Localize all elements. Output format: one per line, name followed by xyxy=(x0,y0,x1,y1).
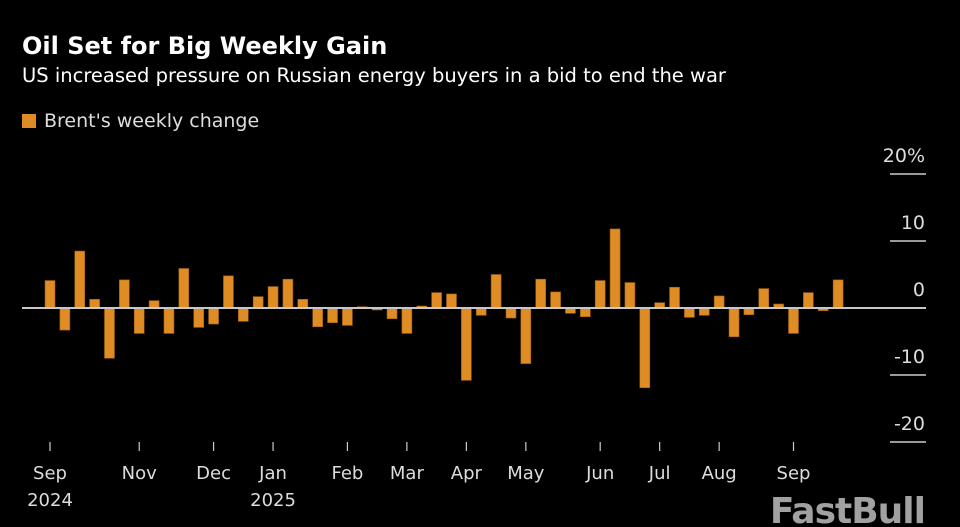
x-tick-label: Apr xyxy=(451,463,483,484)
x-tick-label: Mar xyxy=(390,463,425,484)
bar xyxy=(624,282,636,309)
bar xyxy=(342,307,353,326)
bar xyxy=(535,278,547,309)
y-tick-label: 0 xyxy=(913,279,925,301)
bar xyxy=(684,307,695,318)
bar xyxy=(327,307,338,324)
y-tick-label: 10 xyxy=(901,212,925,234)
x-tick-year-label: 2025 xyxy=(250,490,296,511)
chart-subtitle: US increased pressure on Russian energy … xyxy=(22,64,726,87)
bar xyxy=(803,292,814,309)
bar xyxy=(461,307,472,381)
x-tick-label: Dec xyxy=(196,463,231,484)
bar xyxy=(59,307,71,331)
bar xyxy=(163,307,175,334)
bar xyxy=(223,275,234,309)
bar xyxy=(282,278,294,309)
bar xyxy=(386,307,398,320)
x-tick-year-label: 2024 xyxy=(27,490,73,511)
x-tick-label: Jan xyxy=(258,463,287,484)
x-tick-label: Jun xyxy=(585,463,614,484)
bar xyxy=(238,307,249,322)
bar xyxy=(594,280,606,309)
y-tick-label: -10 xyxy=(894,346,925,368)
bar xyxy=(89,298,100,309)
bar xyxy=(312,307,323,328)
bar xyxy=(148,300,160,309)
x-tick-label: Nov xyxy=(122,463,157,484)
bar xyxy=(44,280,56,309)
bar xyxy=(446,293,457,309)
legend: Brent's weekly change xyxy=(22,110,259,132)
bar xyxy=(788,307,799,334)
bar xyxy=(133,307,145,334)
bar xyxy=(639,307,651,389)
bar xyxy=(669,286,680,309)
x-tick-label: May xyxy=(507,463,545,484)
legend-swatch xyxy=(22,114,36,128)
bar xyxy=(832,279,844,309)
bar xyxy=(267,286,279,309)
chart-title: Oil Set for Big Weekly Gain xyxy=(22,32,388,60)
legend-label: Brent's weekly change xyxy=(44,110,260,132)
x-tick-label: Jul xyxy=(648,463,671,484)
bar xyxy=(475,307,487,316)
y-tick-label: -20 xyxy=(894,413,925,435)
x-tick-label: Sep xyxy=(33,463,67,484)
bar xyxy=(520,307,532,364)
bar xyxy=(178,268,190,309)
x-tick-label: Feb xyxy=(331,463,363,484)
bar xyxy=(252,296,264,309)
y-tick-label: 20% xyxy=(883,145,925,167)
bar xyxy=(431,292,442,309)
bar xyxy=(713,295,725,309)
bar xyxy=(119,279,130,309)
bar xyxy=(609,228,621,309)
bar xyxy=(743,307,755,315)
bar xyxy=(728,307,740,338)
bar xyxy=(74,250,86,309)
bar xyxy=(698,307,710,316)
bar xyxy=(758,288,770,309)
x-tick-label: Sep xyxy=(777,463,811,484)
bar xyxy=(401,307,413,334)
bar xyxy=(580,307,591,318)
bar xyxy=(297,298,309,309)
bar xyxy=(193,307,204,328)
x-tick-label: Aug xyxy=(702,463,737,484)
bar xyxy=(550,291,561,309)
bar xyxy=(490,274,502,309)
fastbull-watermark-logo: FastBull xyxy=(770,491,925,527)
bar xyxy=(208,307,219,325)
bar xyxy=(505,307,517,319)
bar xyxy=(104,307,115,359)
